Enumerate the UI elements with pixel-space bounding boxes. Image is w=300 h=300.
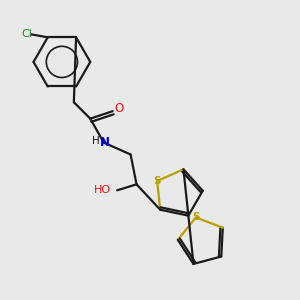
Text: H: H	[92, 136, 100, 146]
Text: HO: HO	[94, 185, 111, 195]
Text: S: S	[192, 212, 200, 222]
Text: S: S	[153, 176, 161, 186]
Text: O: O	[114, 102, 123, 115]
Text: N: N	[100, 136, 110, 149]
Text: Cl: Cl	[21, 29, 32, 39]
